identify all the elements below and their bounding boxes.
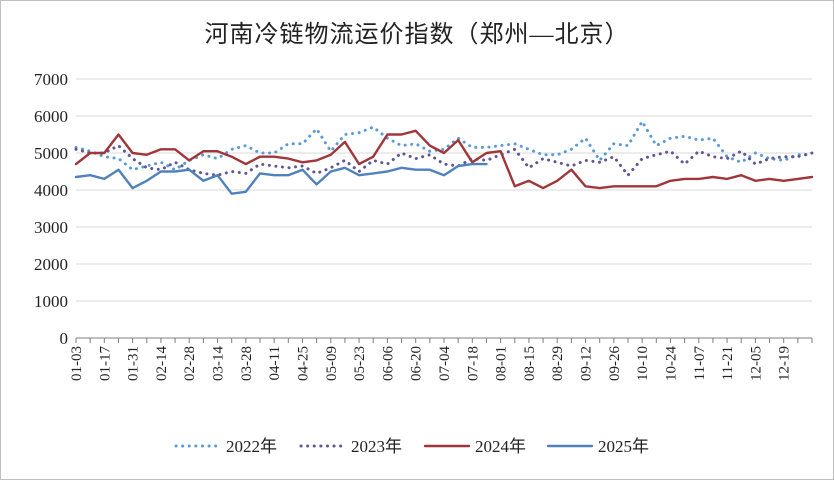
- x-tick-label: 05-09: [324, 346, 340, 381]
- x-tick-label: 07-18: [465, 346, 481, 381]
- x-tick-label: 02-28: [182, 346, 198, 381]
- x-tick-label: 08-15: [522, 346, 538, 381]
- x-tick-label: 01-17: [97, 346, 113, 381]
- x-tick-label: 09-12: [579, 346, 595, 381]
- x-tick-label: 06-06: [380, 346, 396, 381]
- y-tick-label: 5000: [34, 144, 68, 163]
- legend-label[interactable]: 2025年: [598, 437, 649, 456]
- y-tick-label: 1000: [34, 292, 68, 311]
- chart-title: 河南冷链物流运价指数（郑州—北京）: [204, 22, 630, 48]
- x-tick-label: 11-21: [720, 346, 736, 380]
- y-tick-label: 6000: [34, 107, 68, 126]
- x-tick-label: 03-28: [239, 346, 255, 381]
- x-tick-label: 11-07: [692, 346, 708, 381]
- x-tick-label: 10-24: [663, 346, 679, 381]
- legend-label[interactable]: 2023年: [351, 437, 402, 456]
- legend-label[interactable]: 2024年: [475, 437, 526, 456]
- gridlines: [76, 78, 812, 302]
- x-tick-label: 03-14: [211, 346, 227, 381]
- x-tick-label: 12-19: [777, 346, 793, 381]
- x-tick-label: 10-10: [635, 346, 651, 381]
- y-tick-label: 4000: [34, 181, 68, 200]
- x-tick-label: 02-14: [154, 346, 170, 381]
- legend-label[interactable]: 2022年: [226, 437, 277, 456]
- x-tick-label: 06-20: [409, 346, 425, 381]
- y-tick-label: 3000: [34, 218, 68, 237]
- y-tick-label: 2000: [34, 255, 68, 274]
- series-line-4: [74, 162, 488, 195]
- x-tick-label: 09-26: [607, 346, 623, 381]
- series-line-1: [74, 120, 814, 172]
- axes: 0 1000 2000 3000 4000 5000 6000 7000 01-03 01-17 0…: [34, 70, 813, 381]
- legend: 2022年 2023年 2024年 2025年: [174, 437, 649, 456]
- x-tick-label: 01-03: [69, 346, 85, 381]
- series-layer: [74, 120, 814, 195]
- x-tick-label: 08-01: [494, 346, 510, 381]
- x-tick-label: 01-31: [126, 346, 142, 381]
- y-tick-label: 7000: [34, 70, 68, 89]
- x-tick-label: 04-11: [267, 346, 283, 380]
- x-tick-label: 12-05: [748, 346, 764, 381]
- x-tick-label: 04-25: [295, 346, 311, 381]
- y-tick-label: 0: [60, 329, 69, 348]
- x-tick-label: 05-23: [352, 346, 368, 381]
- x-tick-label: 07-04: [437, 346, 453, 381]
- x-tick-label: 08-29: [550, 346, 566, 381]
